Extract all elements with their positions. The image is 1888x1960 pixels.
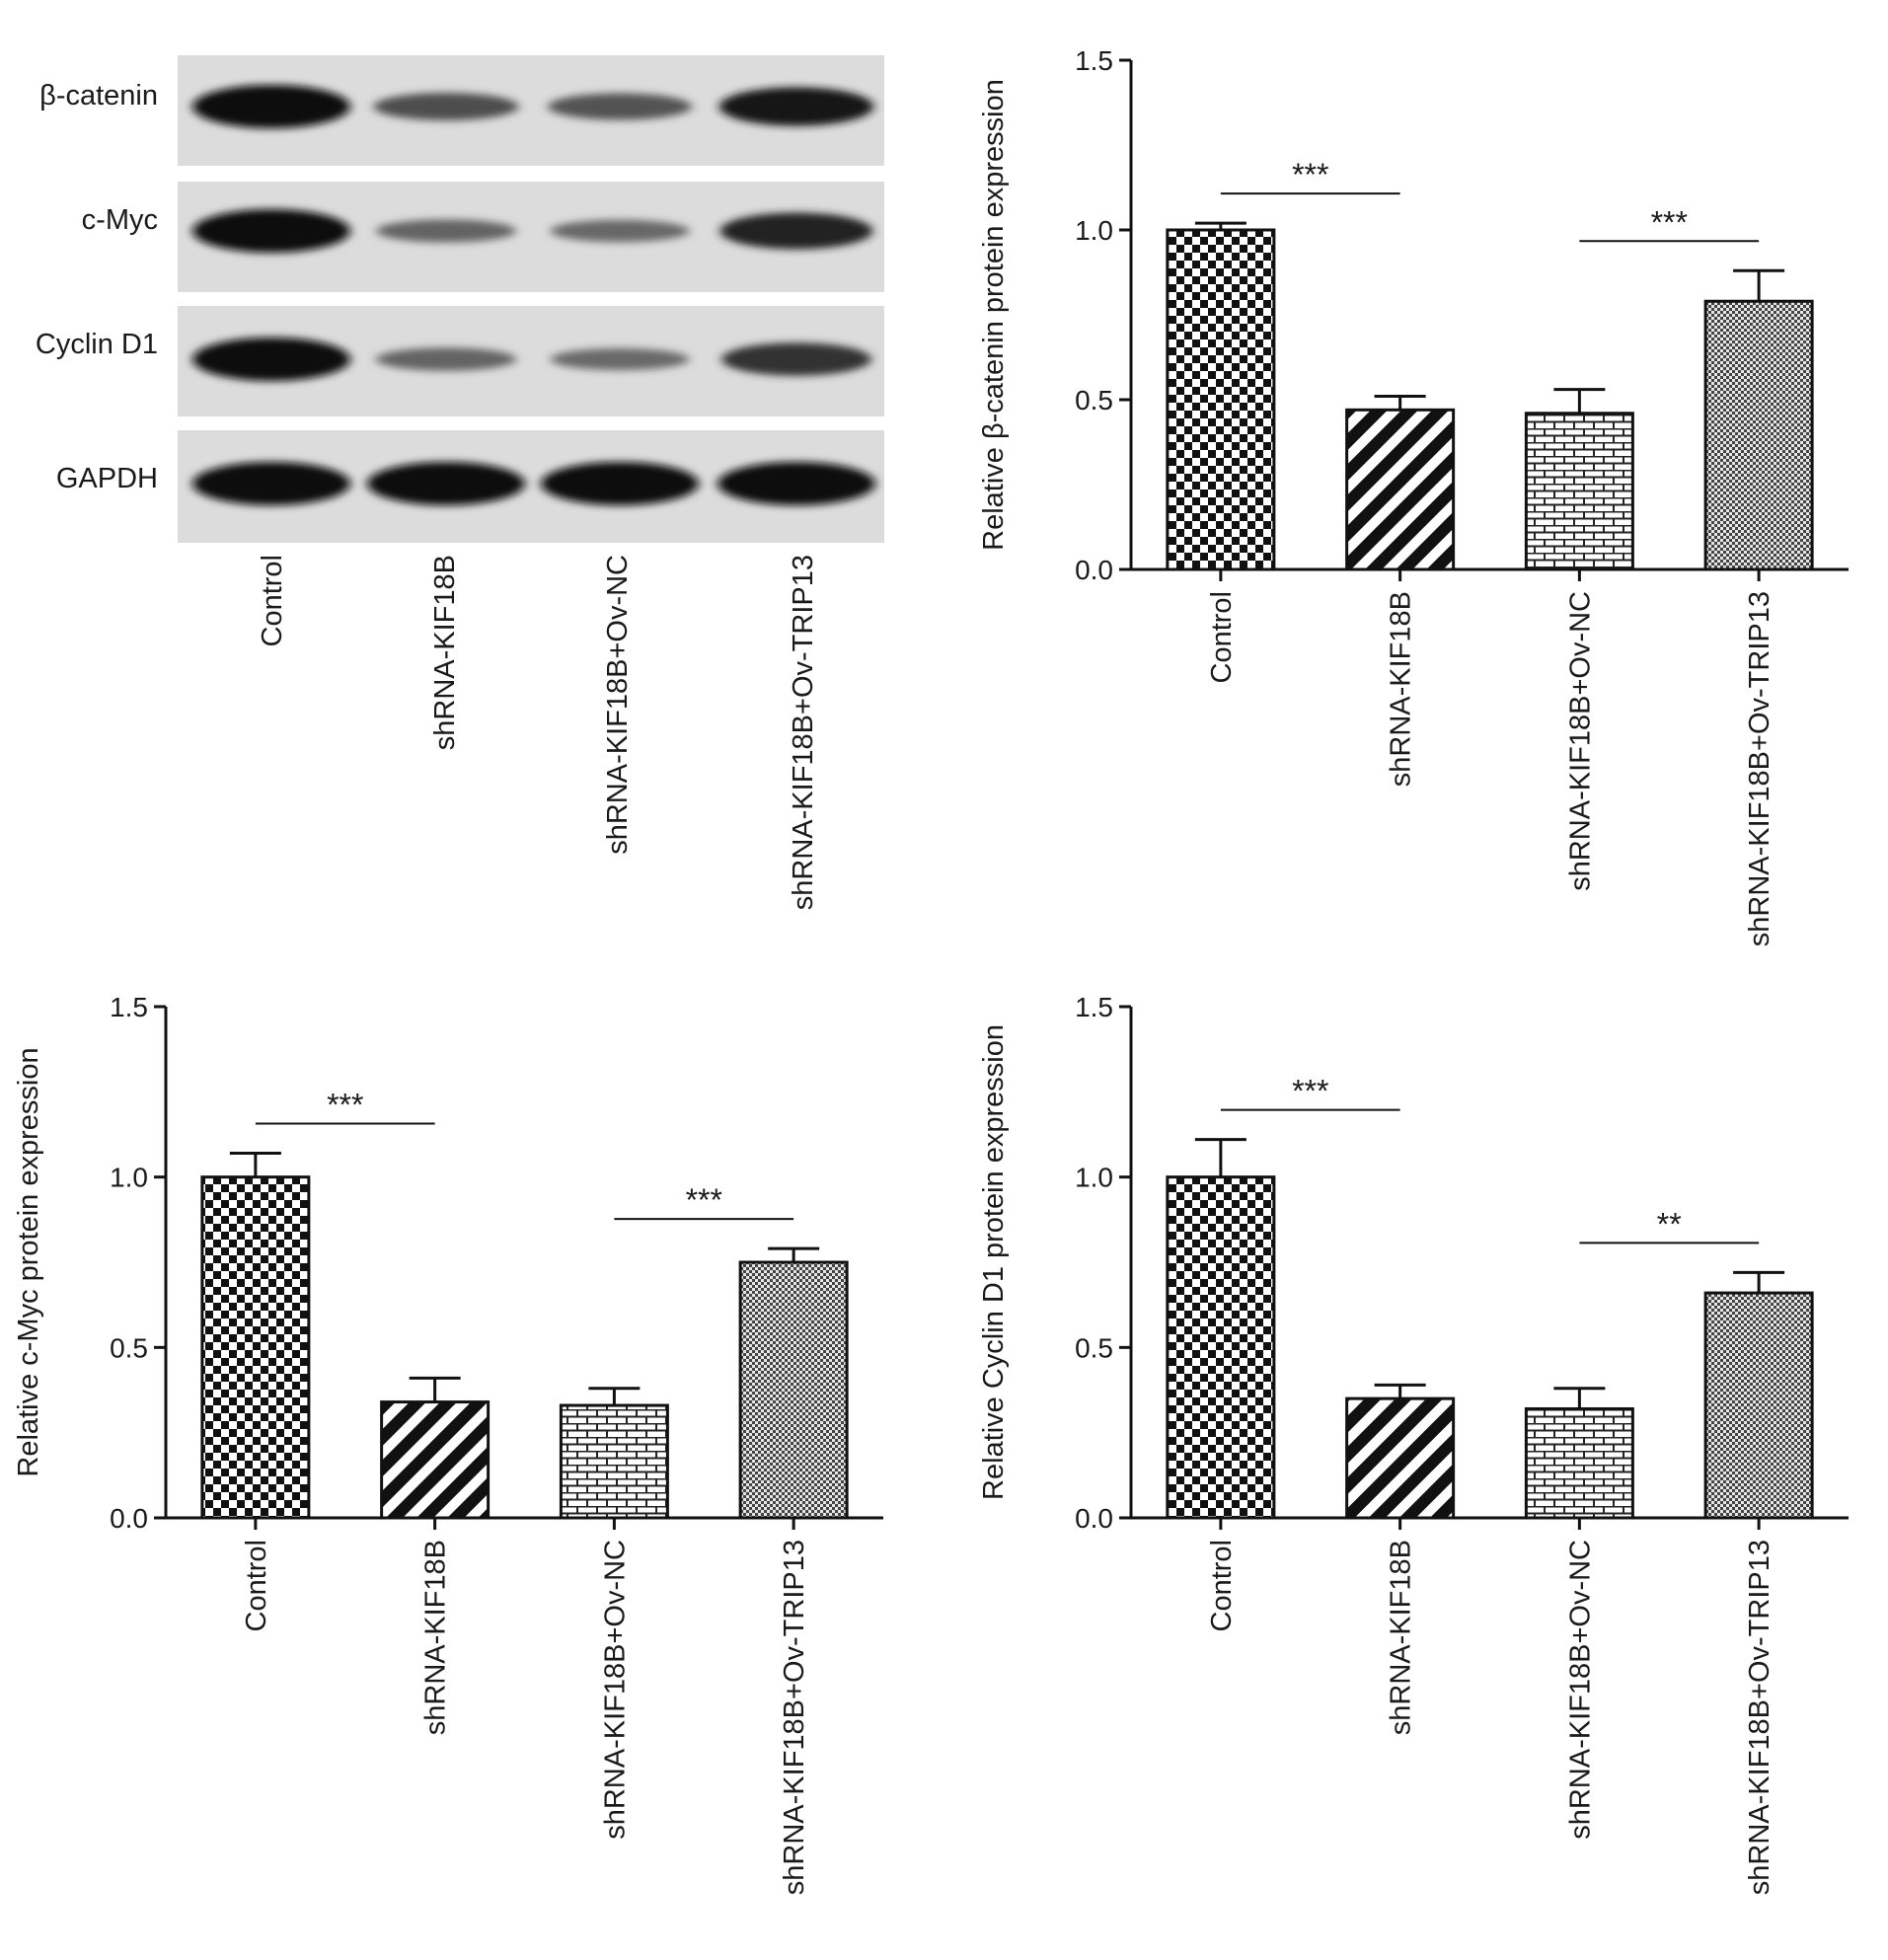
- blot-band: [719, 212, 873, 250]
- bar: [1524, 1406, 1634, 1520]
- y-axis-label: Relative c-Myc protein expression: [13, 1047, 44, 1476]
- x-tick-label: shRNA-KIF18B: [1386, 1540, 1417, 1735]
- y-tick-label: 0.0: [110, 1503, 148, 1534]
- x-tick-label: Control: [1206, 591, 1238, 684]
- y-tick-label: 0.0: [1075, 555, 1113, 585]
- x-tick-label: shRNA-KIF18B: [420, 1540, 452, 1735]
- blot-row-4: GAPDH: [56, 430, 884, 543]
- x-tick-label: shRNA-KIF18B+Ov-TRIP13: [1744, 591, 1775, 946]
- x-tick-label: shRNA-KIF18B+Ov-TRIP13: [779, 1540, 810, 1895]
- blot-band: [717, 462, 875, 505]
- blot-row-label: c-Myc: [82, 204, 158, 236]
- bar: [1524, 412, 1634, 571]
- y-axis-label: Relative β-catenin protein expression: [978, 79, 1010, 551]
- x-tick-label: Control: [241, 1540, 272, 1632]
- blot-band: [373, 93, 519, 120]
- significance-label: **: [1657, 1206, 1682, 1242]
- x-tick-label: shRNA-KIF18B+Ov-NC: [1564, 591, 1596, 891]
- y-tick-label: 1.5: [1075, 45, 1113, 76]
- blot-lane-labels: Control shRNA-KIF18B shRNA-KIF18B+Ov-NC …: [257, 555, 819, 910]
- y-tick-label: 0.5: [1075, 385, 1113, 415]
- blot-band: [547, 93, 693, 120]
- bar-chart-cyclin-d1: 0.0 0.5 1.0 1.5 Relative Cyclin D1 protein e…: [978, 992, 1849, 1895]
- x-tick-label: shRNA-KIF18B+Ov-NC: [1564, 1540, 1596, 1840]
- bar: [1703, 299, 1814, 571]
- significance-label: ***: [686, 1182, 722, 1218]
- blot-row-3: Cyclin D1: [36, 306, 884, 416]
- blot-row-2: c-Myc: [82, 182, 884, 292]
- blot-band: [192, 338, 350, 381]
- y-tick-label: 0.5: [110, 1332, 148, 1363]
- y-axis-label: Relative Cyclin D1 protein expression: [978, 1024, 1010, 1500]
- lane-label-control: Control: [257, 555, 288, 647]
- bar-chart-c-myc: 0.0 0.5 1.0 1.5 Relative c-Myc protein expre…: [13, 992, 883, 1895]
- x-tick-label: shRNA-KIF18B: [1386, 591, 1417, 787]
- bar: [1166, 1175, 1276, 1520]
- bar: [1345, 1396, 1456, 1520]
- y-tick-label: 1.0: [1075, 215, 1113, 246]
- y-tick-label: 1.0: [1075, 1163, 1113, 1193]
- y-tick-label: 1.0: [110, 1163, 148, 1193]
- significance-label: ***: [1651, 204, 1688, 240]
- blot-band: [367, 462, 525, 505]
- lane-label-shrna-kif18b-ov-nc: shRNA-KIF18B+Ov-NC: [602, 555, 634, 855]
- blot-row-label: β-catenin: [39, 80, 158, 112]
- bar: [738, 1260, 849, 1520]
- y-tick-label: 1.5: [110, 992, 148, 1022]
- blot-band: [720, 342, 872, 376]
- y-tick-label: 0.0: [1075, 1503, 1113, 1534]
- bar: [1166, 228, 1276, 571]
- blot-band: [192, 209, 350, 253]
- significance-label: ***: [1292, 157, 1328, 192]
- lane-label-shrna-kif18b-ov-trip13: shRNA-KIF18B+Ov-TRIP13: [788, 555, 819, 910]
- blot-band: [375, 347, 517, 371]
- lane-label-shrna-kif18b: shRNA-KIF18B: [429, 555, 461, 750]
- blot-band: [541, 462, 699, 505]
- bar-chart-beta-catenin: 0.0 0.5 1.0 1.5 Relative β-catenin protein e…: [978, 45, 1849, 946]
- blot-row-label: Cyclin D1: [36, 329, 158, 360]
- blot-band: [550, 347, 690, 371]
- blot-band: [192, 85, 350, 128]
- bar: [1703, 1291, 1814, 1520]
- blot-band: [192, 462, 350, 505]
- x-tick-label: shRNA-KIF18B+Ov-NC: [599, 1540, 631, 1840]
- x-tick-label: Control: [1206, 1540, 1238, 1632]
- bar: [380, 1400, 491, 1520]
- bar: [1345, 408, 1456, 571]
- blot-row-label: GAPDH: [56, 463, 158, 494]
- western-blot-panel: β-catenin c-Myc Cyclin D1 GAPDH Control …: [36, 55, 884, 910]
- blot-row-1: β-catenin: [39, 55, 884, 166]
- bar: [200, 1175, 311, 1520]
- blot-band: [375, 219, 517, 243]
- y-tick-label: 0.5: [1075, 1332, 1113, 1363]
- x-tick-label: shRNA-KIF18B+Ov-TRIP13: [1744, 1540, 1775, 1895]
- y-tick-label: 1.5: [1075, 992, 1113, 1022]
- bar: [559, 1403, 669, 1520]
- significance-label: ***: [1292, 1074, 1328, 1109]
- significance-label: ***: [327, 1087, 363, 1122]
- blot-band: [550, 219, 690, 243]
- blot-band: [718, 87, 874, 126]
